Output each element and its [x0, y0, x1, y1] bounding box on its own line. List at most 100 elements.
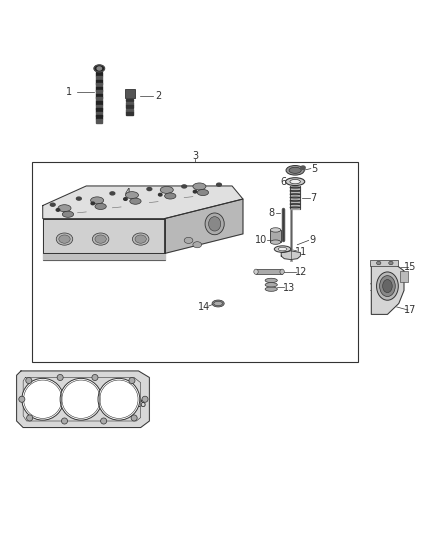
Ellipse shape — [22, 378, 64, 420]
Ellipse shape — [60, 378, 102, 420]
Text: 2: 2 — [155, 91, 161, 101]
Ellipse shape — [129, 377, 135, 384]
Ellipse shape — [290, 180, 300, 184]
Ellipse shape — [56, 233, 73, 245]
Ellipse shape — [77, 197, 81, 200]
Ellipse shape — [193, 183, 206, 190]
Bar — [96, 108, 102, 112]
Ellipse shape — [135, 235, 146, 243]
Bar — [96, 98, 102, 101]
Ellipse shape — [383, 279, 392, 293]
Ellipse shape — [19, 396, 25, 402]
Bar — [126, 106, 133, 108]
Bar — [96, 119, 102, 123]
Polygon shape — [371, 264, 404, 314]
Ellipse shape — [389, 261, 393, 265]
Text: 1: 1 — [66, 87, 72, 98]
Ellipse shape — [290, 187, 300, 188]
Ellipse shape — [159, 193, 162, 196]
Ellipse shape — [193, 241, 201, 248]
Bar — [290, 186, 300, 209]
Bar — [96, 90, 102, 94]
Ellipse shape — [165, 193, 176, 199]
Text: 12: 12 — [295, 266, 307, 277]
Text: 6: 6 — [280, 176, 286, 187]
Polygon shape — [281, 251, 300, 260]
Ellipse shape — [132, 233, 149, 245]
Ellipse shape — [147, 188, 152, 191]
Text: 15: 15 — [404, 262, 417, 272]
Ellipse shape — [286, 166, 304, 175]
Ellipse shape — [92, 375, 98, 381]
Text: 11: 11 — [295, 247, 307, 257]
Ellipse shape — [290, 197, 300, 198]
Ellipse shape — [56, 208, 60, 211]
Text: 13: 13 — [283, 283, 295, 293]
Ellipse shape — [290, 190, 300, 191]
Ellipse shape — [94, 65, 105, 72]
Ellipse shape — [95, 204, 106, 209]
Ellipse shape — [97, 67, 102, 70]
Ellipse shape — [61, 418, 67, 424]
Ellipse shape — [184, 237, 193, 244]
Ellipse shape — [57, 375, 63, 381]
Ellipse shape — [92, 233, 109, 245]
Ellipse shape — [270, 240, 281, 244]
Bar — [96, 87, 102, 91]
Text: 4: 4 — [124, 188, 131, 198]
Bar — [96, 112, 102, 116]
Ellipse shape — [130, 198, 141, 204]
Ellipse shape — [301, 166, 305, 169]
Bar — [96, 83, 102, 87]
Ellipse shape — [212, 300, 224, 307]
Ellipse shape — [289, 167, 301, 173]
Ellipse shape — [377, 261, 381, 265]
Text: 7: 7 — [310, 193, 316, 203]
Ellipse shape — [265, 287, 277, 292]
Bar — [96, 101, 102, 105]
Bar — [370, 260, 398, 266]
Bar — [270, 230, 281, 242]
Bar — [126, 99, 133, 101]
Text: 16: 16 — [369, 283, 381, 293]
Ellipse shape — [94, 65, 105, 72]
Ellipse shape — [26, 377, 32, 384]
Ellipse shape — [58, 205, 71, 212]
Ellipse shape — [124, 198, 127, 200]
Ellipse shape — [380, 276, 395, 296]
Ellipse shape — [278, 247, 287, 251]
Text: 18: 18 — [134, 399, 147, 409]
Bar — [256, 269, 282, 274]
Ellipse shape — [91, 197, 104, 204]
Bar — [96, 72, 102, 76]
Bar — [399, 271, 408, 282]
Ellipse shape — [274, 246, 291, 252]
Ellipse shape — [193, 190, 197, 193]
Ellipse shape — [286, 177, 305, 185]
Bar — [126, 112, 133, 115]
Ellipse shape — [214, 301, 223, 305]
Bar — [96, 79, 102, 84]
Ellipse shape — [91, 202, 95, 205]
Polygon shape — [17, 371, 149, 427]
Ellipse shape — [208, 217, 221, 231]
Bar — [126, 102, 133, 104]
Text: 5: 5 — [311, 164, 317, 174]
Ellipse shape — [290, 200, 300, 201]
Ellipse shape — [125, 192, 138, 199]
Text: 14: 14 — [198, 302, 210, 312]
Bar — [126, 109, 133, 111]
Ellipse shape — [95, 235, 106, 243]
Polygon shape — [43, 186, 243, 219]
Ellipse shape — [290, 193, 300, 195]
Ellipse shape — [217, 183, 221, 186]
Ellipse shape — [142, 396, 148, 402]
Text: 17: 17 — [404, 305, 417, 315]
Bar — [96, 104, 102, 109]
Bar — [125, 89, 134, 98]
Ellipse shape — [131, 415, 137, 421]
Ellipse shape — [205, 213, 224, 235]
Ellipse shape — [59, 235, 70, 243]
Ellipse shape — [50, 203, 55, 206]
Text: 3: 3 — [192, 150, 198, 160]
